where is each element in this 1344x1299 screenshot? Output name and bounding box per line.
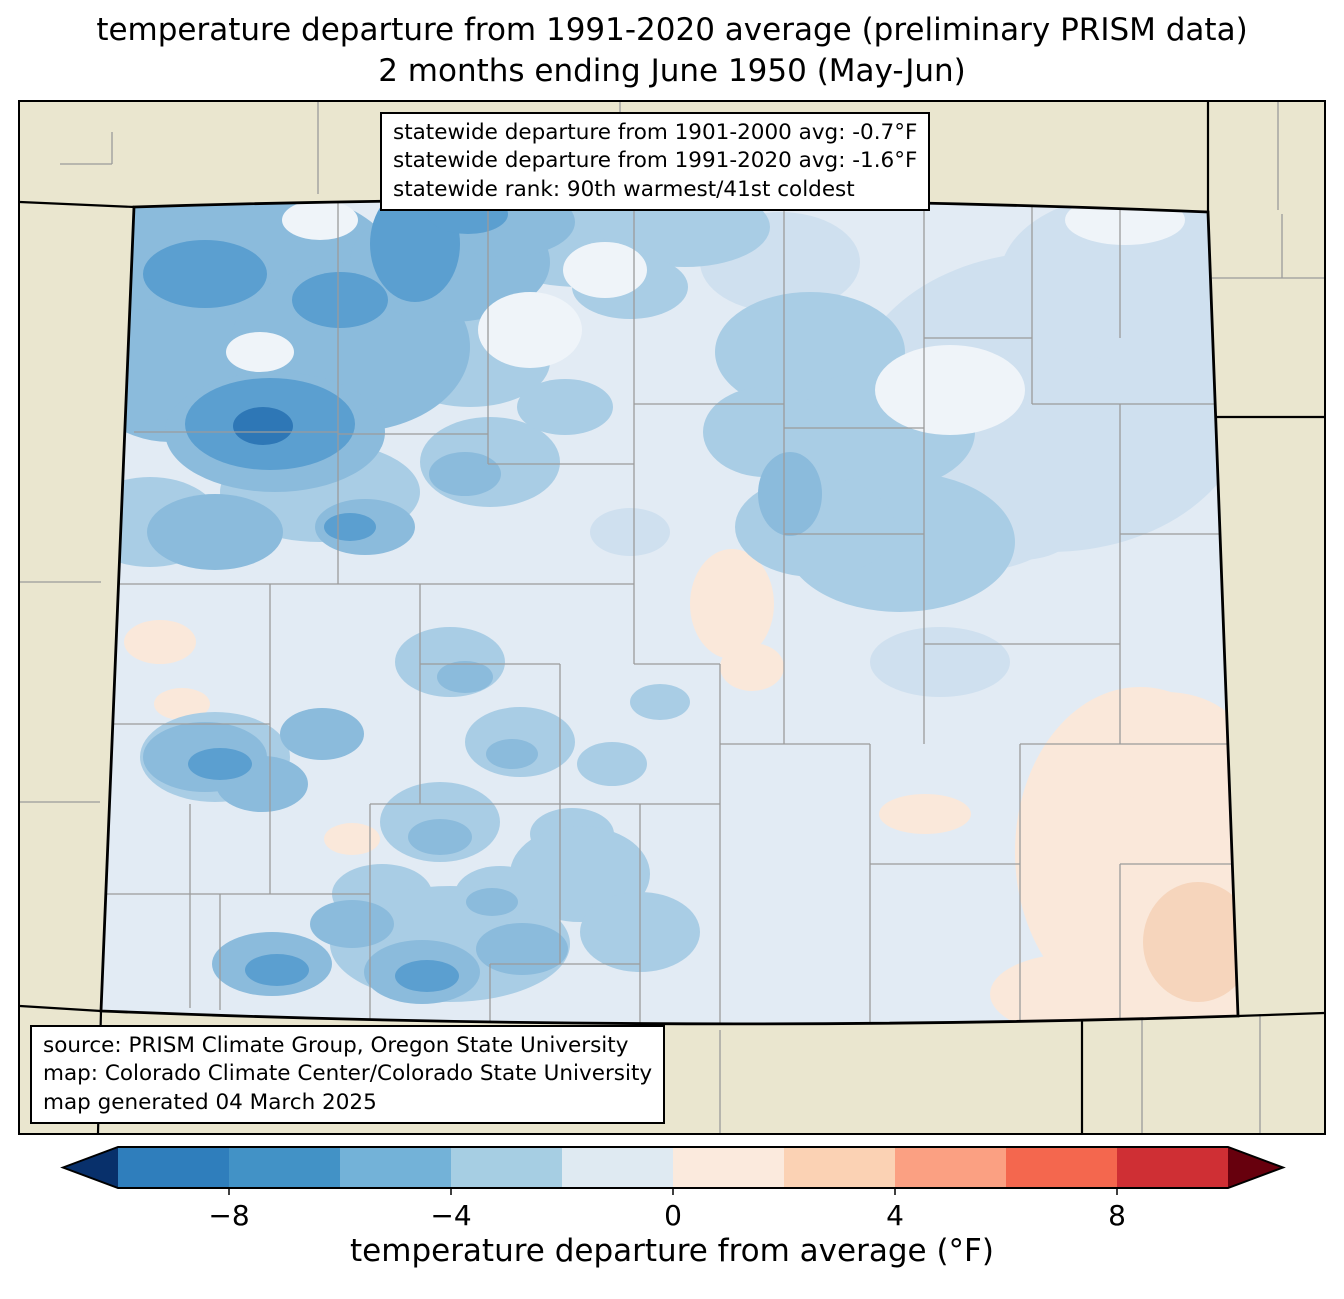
source-box: source: PRISM Climate Group, Oregon Stat…	[30, 1024, 666, 1124]
stats-box: statewide departure from 1901-2000 avg: …	[380, 112, 931, 212]
map-title: temperature departure from 1991-2020 ave…	[0, 10, 1344, 92]
title-line-2: 2 months ending June 1950 (May-Jun)	[378, 53, 966, 90]
colorbar-segment	[118, 1147, 230, 1188]
county-lines	[103, 199, 1238, 1024]
stats-line-1: statewide departure from 1901-2000 avg: …	[393, 120, 918, 145]
colorbar-segment	[451, 1147, 563, 1188]
colorbar-tick-label: −8	[208, 1199, 249, 1232]
colorbar-segment	[562, 1147, 674, 1188]
colorbar-right-arrow	[1228, 1147, 1283, 1188]
colorbar-segment	[229, 1147, 341, 1188]
source-line-2: map: Colorado Climate Center/Colorado St…	[43, 1061, 653, 1087]
colorbar-segment	[1117, 1147, 1229, 1188]
source-line-3: map generated 04 March 2025	[43, 1089, 377, 1115]
map-frame: statewide departure from 1901-2000 avg: …	[18, 100, 1326, 1135]
source-line-1: source: PRISM Climate Group, Oregon Stat…	[43, 1032, 629, 1058]
colorbar-segment	[340, 1147, 452, 1188]
colorbar-left-arrow	[63, 1147, 118, 1188]
colorbar-segment	[784, 1147, 896, 1188]
colorbar-tick-label: 0	[664, 1199, 682, 1232]
colorado-anomaly-map	[20, 102, 1324, 1133]
colorbar-outline	[60, 1146, 1286, 1189]
colorbar-segment	[895, 1147, 1007, 1188]
cold-anomaly-areas	[101, 199, 1015, 1004]
colorbar: −8 −4 0 4 8	[60, 1146, 1286, 1232]
colorbar-tick-label: 4	[886, 1199, 904, 1232]
colorbar-segment	[673, 1147, 785, 1188]
stats-line-2: statewide departure from 1991-2020 avg: …	[393, 148, 918, 174]
colorbar-segment	[1006, 1147, 1118, 1188]
colorbar-tick-label: −4	[430, 1199, 471, 1232]
neighbor-state-borders	[20, 102, 1324, 1133]
temperature-shading	[101, 199, 1238, 1024]
colorbar-label: temperature departure from average (°F)	[350, 1233, 994, 1269]
colorbar-tick-label: 8	[1108, 1199, 1126, 1232]
warm-anomaly-areas	[124, 549, 1238, 1024]
title-line-1: temperature departure from 1991-2020 ave…	[96, 12, 1248, 48]
stats-line-3: statewide rank: 90th warmest/41st coldes…	[393, 176, 855, 202]
